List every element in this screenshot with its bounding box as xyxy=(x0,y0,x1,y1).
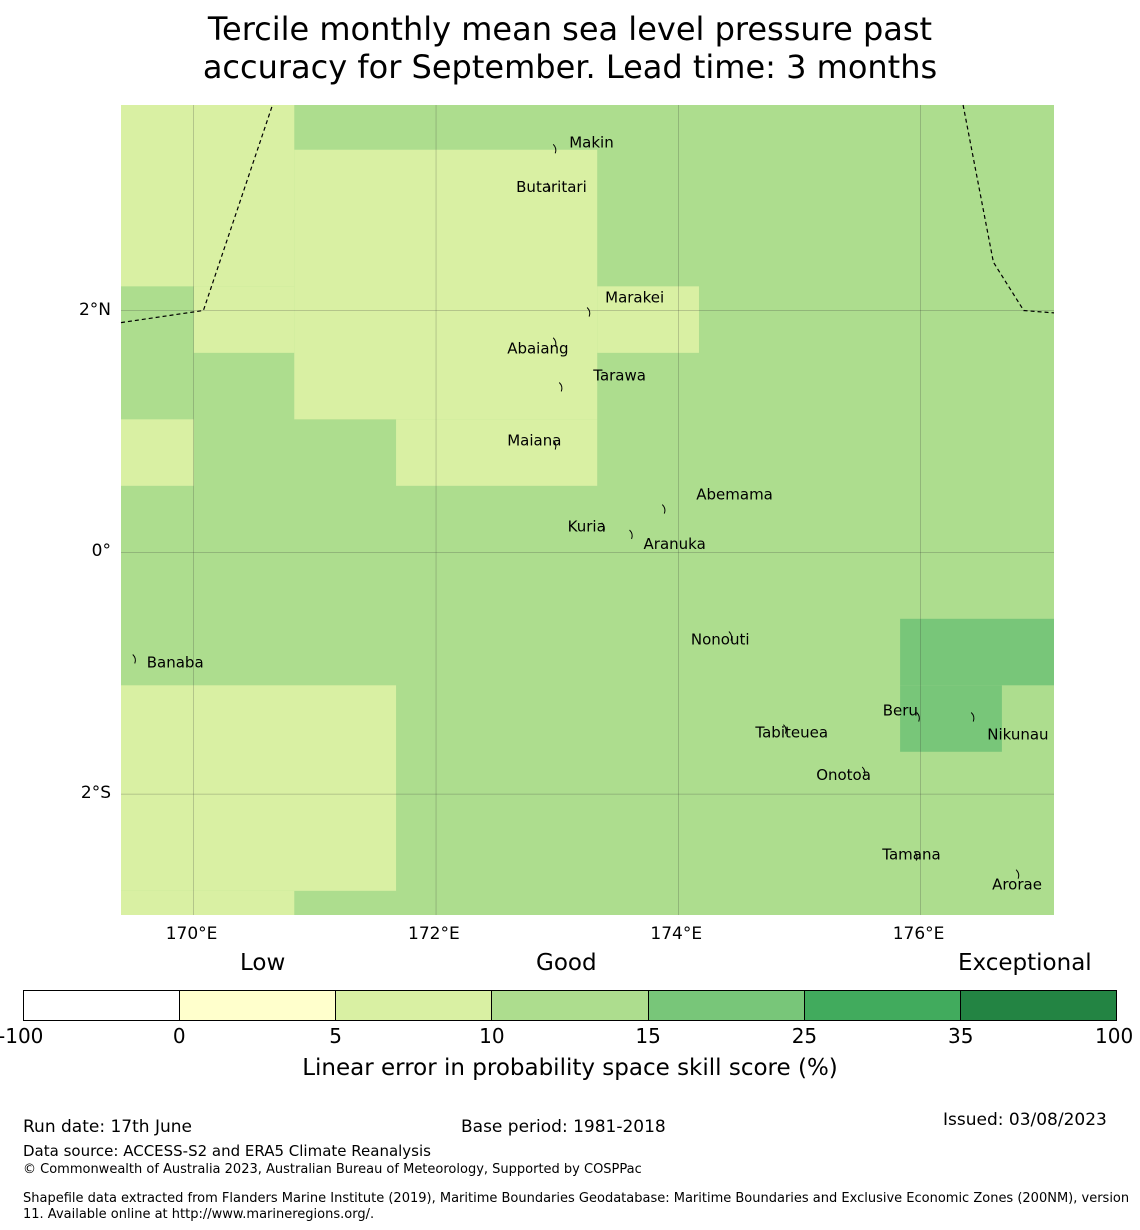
shapefile-credit: Shapefile data extracted from Flanders M… xyxy=(23,1191,1130,1222)
island-outline xyxy=(728,631,733,641)
place-label: Tarawa xyxy=(592,366,646,384)
place-label: Nikunau xyxy=(987,726,1048,744)
title-line-1: Tercile monthly mean sea level pressure … xyxy=(207,10,933,48)
colorbar-tick-label: 0 xyxy=(172,1024,186,1048)
skill-cell xyxy=(396,419,598,486)
place-label: Marakei xyxy=(605,289,664,307)
place-label: Butaritari xyxy=(516,178,587,196)
place-label: Beru xyxy=(883,702,918,720)
skill-cell xyxy=(193,286,295,353)
colorbar-segment xyxy=(24,991,180,1020)
lon-tick-label: 172°E xyxy=(408,924,460,944)
lon-tick-label: 174°E xyxy=(650,924,703,944)
place-label: Maiana xyxy=(507,432,561,450)
colorbar-segment xyxy=(959,991,1116,1020)
island-outline xyxy=(970,712,975,722)
place-label: Makin xyxy=(569,133,614,151)
island-outline xyxy=(783,724,787,734)
place-label: Aranuka xyxy=(644,535,706,553)
place-label: Nonouti xyxy=(691,631,750,649)
place-label: Tamana xyxy=(881,846,940,864)
island-outline xyxy=(586,307,591,317)
island-outline xyxy=(629,529,633,540)
run-date: Run date: 17th June xyxy=(23,1117,192,1137)
place-label: Abaiang xyxy=(507,340,568,358)
skill-cell xyxy=(597,286,699,353)
colorbar-tick-label: 10 xyxy=(479,1024,505,1048)
lat-tick-label: 2°N xyxy=(78,299,111,320)
lon-tick-label: 176°E xyxy=(892,924,945,944)
place-label: Banaba xyxy=(147,653,204,671)
colorbar-label-exceptional: Exceptional xyxy=(958,950,1092,976)
data-source: Data source: ACCESS-S2 and ERA5 Climate … xyxy=(23,1142,431,1160)
eez-boundary xyxy=(120,104,274,324)
colorbar-tick-label: -100 xyxy=(0,1024,44,1048)
lat-tick-label: 2°S xyxy=(80,783,111,804)
lat-tick-label: 0° xyxy=(91,541,111,562)
title-line-2: accuracy for September. Lead time: 3 mon… xyxy=(202,48,938,86)
skill-cell xyxy=(121,105,295,287)
issued-date: Issued: 03/08/2023 xyxy=(943,1110,1107,1130)
island-outline xyxy=(552,143,557,154)
place-label: Kuria xyxy=(568,518,606,536)
skill-cell xyxy=(900,618,1054,686)
colorbar-title: Linear error in probability space skill … xyxy=(302,1055,838,1081)
island-outline xyxy=(546,182,551,193)
colorbar-label-good: Good xyxy=(536,950,597,976)
skill-cell xyxy=(294,149,598,420)
colorbar-tick-label: 100 xyxy=(1095,1024,1134,1048)
copyright: © Commonwealth of Australia 2023, Austra… xyxy=(23,1162,642,1177)
colorbar-tick-label: 5 xyxy=(329,1024,342,1048)
map-plot: Makin Butaritari Marakei Abaiang Tarawa Maian… xyxy=(120,104,1055,915)
island-outline xyxy=(1015,869,1020,879)
base-period: Base period: 1981-2018 xyxy=(461,1117,666,1137)
colorbar-tick-label: 35 xyxy=(947,1024,974,1048)
place-label: Tabiteuea xyxy=(754,724,828,742)
skill-cell xyxy=(900,685,1002,752)
colorbar-segment xyxy=(179,991,336,1020)
skill-cell xyxy=(121,685,397,891)
colorbar-segment xyxy=(803,991,960,1020)
chart-title: Tercile monthly mean sea level pressure … xyxy=(0,10,1140,86)
skill-cell xyxy=(121,890,295,915)
island-outline xyxy=(913,851,918,861)
island-outline xyxy=(552,337,557,347)
eez-boundary xyxy=(962,104,1055,314)
colorbar-segment xyxy=(647,991,804,1020)
place-label: Arorae xyxy=(992,876,1042,894)
place-label: Onotoa xyxy=(816,766,871,784)
island-outline xyxy=(916,712,920,722)
colorbar-tick-label: 15 xyxy=(635,1024,661,1048)
island-outline xyxy=(132,654,136,664)
island-outline xyxy=(661,504,666,514)
island-outline xyxy=(552,440,557,450)
colorbar-segment xyxy=(335,991,492,1020)
island-outline xyxy=(861,766,866,777)
island-outline xyxy=(558,382,563,392)
place-label: Abemama xyxy=(696,486,773,504)
island-outline xyxy=(601,522,605,532)
colorbar-segment xyxy=(491,991,648,1020)
colorbar-tick-label: 25 xyxy=(791,1024,818,1048)
skill-cell xyxy=(121,419,194,486)
colorbar xyxy=(23,990,1117,1021)
lon-tick-label: 170°E xyxy=(165,924,218,944)
colorbar-label-low: Low xyxy=(240,950,286,976)
